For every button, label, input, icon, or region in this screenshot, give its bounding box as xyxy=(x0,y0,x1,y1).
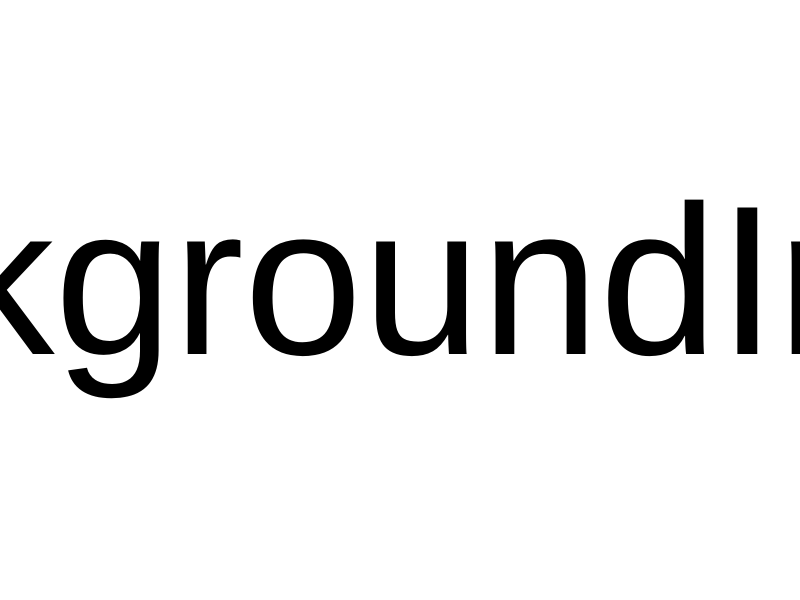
cropped-text: kgroundIm xyxy=(0,162,800,400)
